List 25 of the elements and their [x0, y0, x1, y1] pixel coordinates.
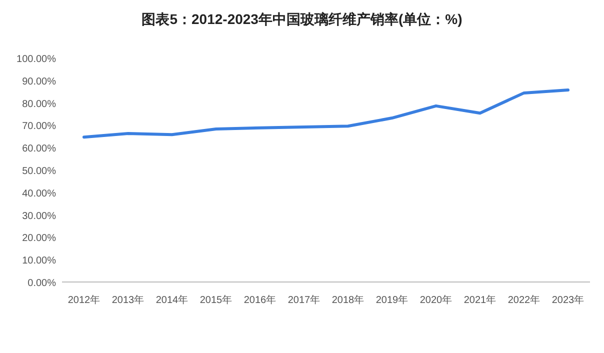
y-tick-label: 0.00%	[28, 278, 56, 289]
x-tick-label: 2012年	[68, 294, 100, 306]
y-tick-label: 50.00%	[22, 166, 56, 177]
x-tick-label: 2015年	[200, 294, 232, 306]
x-tick-label: 2013年	[112, 294, 144, 306]
x-tick-label: 2014年	[156, 294, 188, 306]
x-tick-label: 2021年	[464, 294, 496, 306]
y-tick-label: 40.00%	[22, 188, 56, 200]
x-tick-label: 2020年	[420, 294, 452, 306]
y-tick-label: 70.00%	[22, 121, 56, 132]
y-tick-label: 20.00%	[22, 233, 56, 244]
y-tick-label: 80.00%	[22, 98, 56, 110]
x-tick-label: 2023年	[552, 294, 584, 306]
y-tick-label: 60.00%	[22, 144, 56, 155]
x-tick-label: 2018年	[332, 294, 364, 306]
line-series	[82, 88, 570, 139]
x-tick-label: 2019年	[376, 294, 408, 306]
x-tick-label: 2022年	[508, 294, 540, 306]
y-tick-label: 30.00%	[22, 210, 56, 222]
x-tick-label: 2016年	[244, 294, 276, 306]
y-tick-label: 10.00%	[22, 256, 56, 267]
y-tick-label: 90.00%	[22, 76, 56, 88]
y-tick-label: 100.00%	[16, 54, 56, 65]
chart-title: 图表5：2012-2023年中国玻璃纤维产销率(单位：%)	[142, 11, 462, 27]
x-tick-label: 2017年	[288, 294, 320, 306]
